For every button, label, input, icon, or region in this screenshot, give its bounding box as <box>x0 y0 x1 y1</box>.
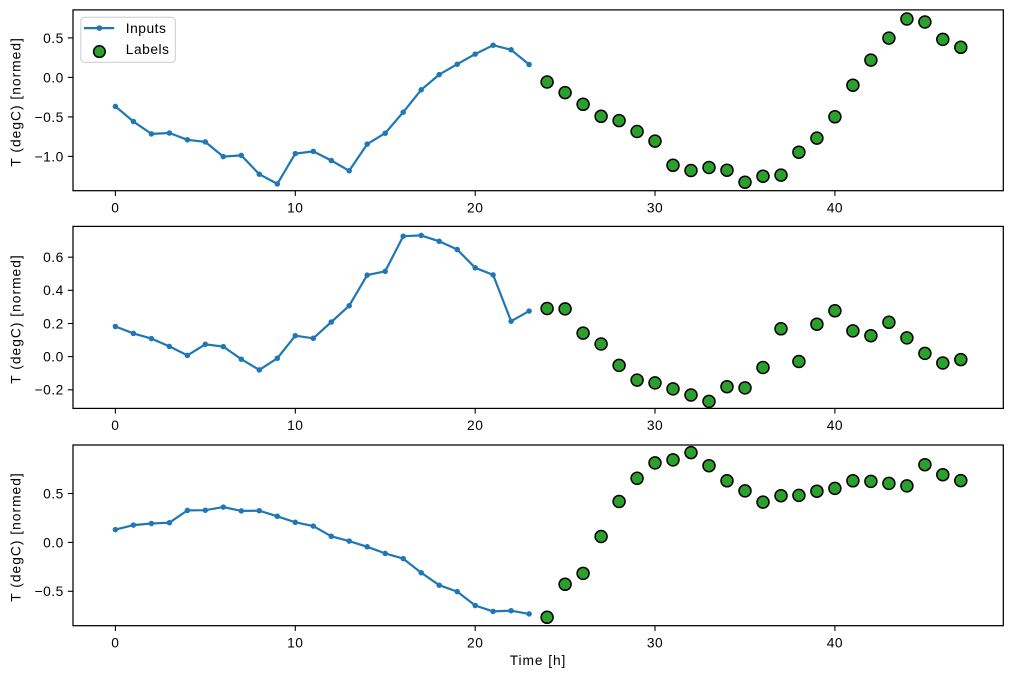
svg-text:0.0: 0.0 <box>43 350 64 365</box>
svg-text:20: 20 <box>467 635 483 650</box>
svg-text:T (degC) [normed]: T (degC) [normed] <box>8 37 23 166</box>
svg-text:0.5: 0.5 <box>43 486 64 501</box>
svg-text:20: 20 <box>467 200 483 215</box>
svg-text:T (degC) [normed]: T (degC) [normed] <box>8 472 23 601</box>
svg-text:0.4: 0.4 <box>43 283 64 298</box>
svg-text:−0.5: −0.5 <box>35 110 64 125</box>
svg-text:−0.5: −0.5 <box>35 584 64 599</box>
svg-text:Time [h]: Time [h] <box>510 653 567 668</box>
svg-text:−0.2: −0.2 <box>35 383 64 398</box>
svg-text:10: 10 <box>287 200 303 215</box>
svg-text:30: 30 <box>647 635 663 650</box>
svg-text:−1.0: −1.0 <box>35 149 64 164</box>
svg-text:0.0: 0.0 <box>43 535 64 550</box>
svg-text:Labels: Labels <box>126 42 170 57</box>
svg-text:0: 0 <box>111 200 119 215</box>
svg-text:40: 40 <box>827 200 843 215</box>
svg-text:0.6: 0.6 <box>43 250 64 265</box>
svg-text:30: 30 <box>647 200 663 215</box>
svg-text:0.2: 0.2 <box>43 316 64 331</box>
svg-text:30: 30 <box>647 418 663 433</box>
svg-text:T (degC) [normed]: T (degC) [normed] <box>8 254 23 383</box>
svg-text:0.0: 0.0 <box>43 70 64 85</box>
svg-text:40: 40 <box>827 635 843 650</box>
svg-text:40: 40 <box>827 418 843 433</box>
svg-text:0: 0 <box>111 635 119 650</box>
svg-text:10: 10 <box>287 635 303 650</box>
svg-text:0: 0 <box>111 418 119 433</box>
svg-text:0.5: 0.5 <box>43 31 64 46</box>
svg-text:20: 20 <box>467 418 483 433</box>
svg-text:10: 10 <box>287 418 303 433</box>
svg-text:Inputs: Inputs <box>126 21 167 36</box>
